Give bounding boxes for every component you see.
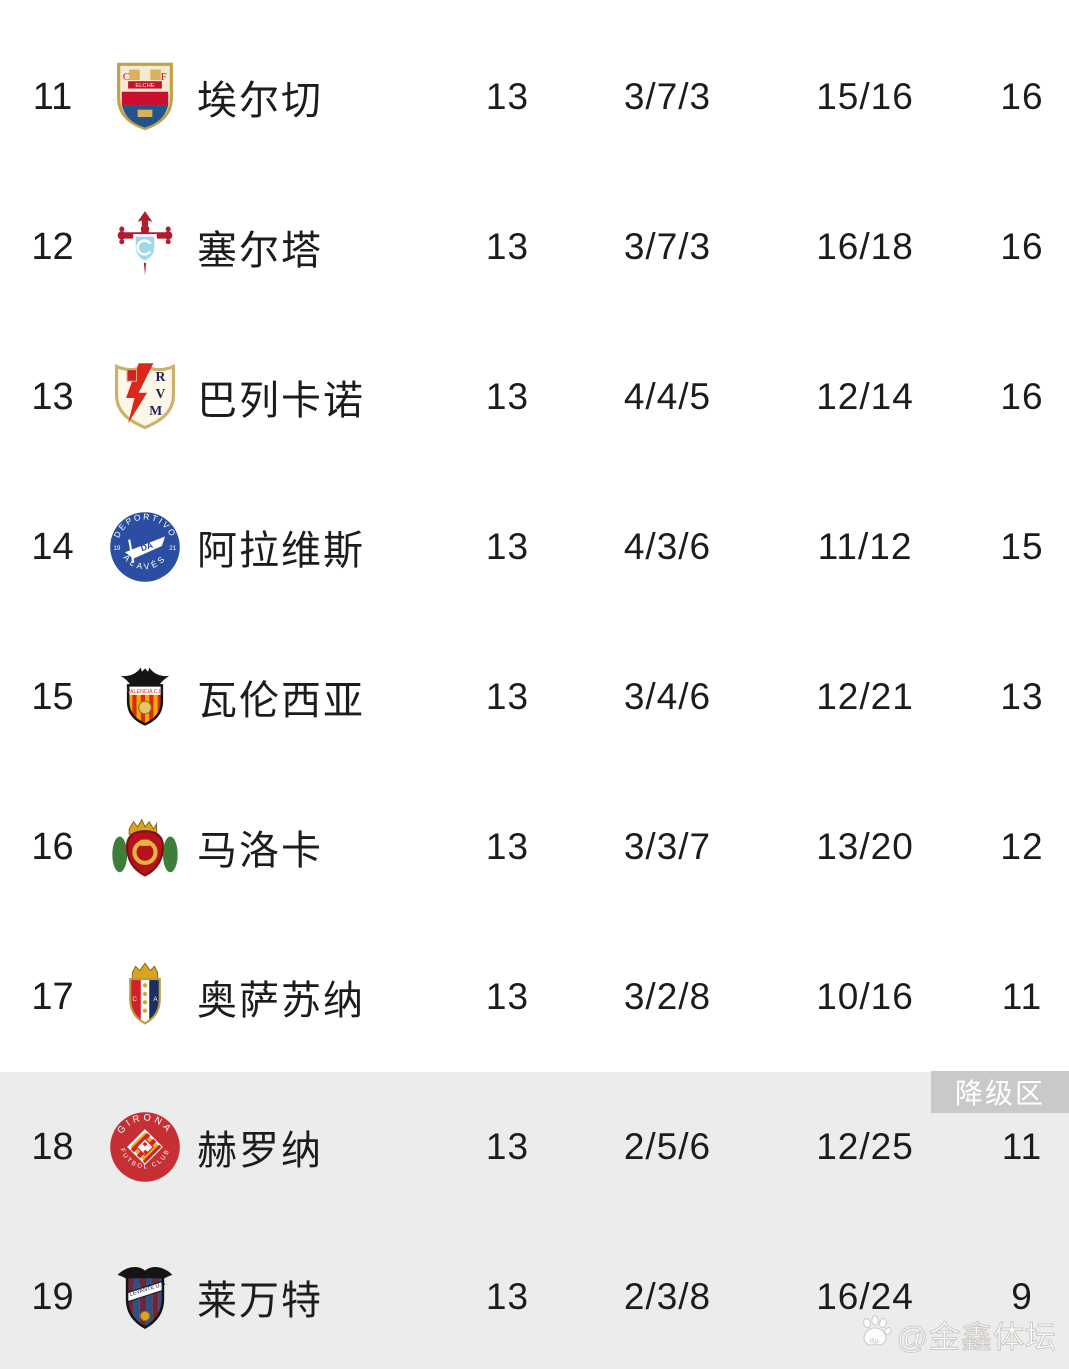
goals-cell: 10/16 [816, 976, 914, 1017]
played-cell: 13 [485, 1276, 530, 1317]
wdl-cell: 3/7/3 [623, 76, 712, 117]
table-row[interactable]: 11 C F ELCHE 埃尔切 13 3/7/3 15/16 16 [0, 22, 1069, 172]
table-row[interactable]: 19 LEVANTE U.D. 莱万特 13 2/3/8 16/24 9 [0, 1222, 1069, 1369]
svg-text:A: A [153, 996, 158, 1003]
rank-cell: 12 [31, 225, 74, 268]
svg-text:F: F [161, 72, 167, 83]
svg-text:du: du [870, 1338, 880, 1345]
team-crest: R V M [105, 358, 185, 436]
team-crest [105, 808, 185, 886]
wdl-cell: 4/3/6 [623, 526, 712, 567]
points-cell: 9 [1011, 1276, 1033, 1317]
rank-cell: 11 [32, 75, 73, 118]
wdl-cell: 3/4/6 [623, 676, 712, 717]
table-row[interactable]: 12 塞尔塔 13 3/7/3 16/18 16 [0, 172, 1069, 322]
played-cell: 13 [485, 226, 530, 267]
team-crest: VALENCIA C.F. [105, 658, 185, 736]
svg-text:19: 19 [113, 545, 121, 552]
points-cell: 15 [1000, 526, 1044, 567]
watermark: du @金鑫体坛 [857, 1312, 1057, 1357]
svg-text:21: 21 [169, 545, 177, 552]
team-name: 埃尔切 [197, 79, 323, 123]
team-name: 巴列卡诺 [197, 379, 365, 423]
wdl-cell: 2/3/8 [623, 1276, 712, 1317]
goals-cell: 11/12 [817, 526, 913, 567]
team-crest: GIRONA FUTBOL CLUB [105, 1108, 185, 1186]
goals-cell: 12/14 [816, 376, 914, 417]
svg-text:C: C [132, 996, 137, 1003]
baidu-paw-icon: du [857, 1313, 893, 1357]
played-cell: 13 [485, 76, 530, 117]
relegation-zone-badge: 降级区 [930, 1071, 1069, 1113]
team-crest: LEVANTE U.D. [105, 1258, 185, 1336]
team-name: 马洛卡 [197, 829, 323, 873]
rank-cell: 17 [31, 975, 74, 1018]
played-cell: 13 [485, 376, 530, 417]
table-row[interactable]: 13 R V M 巴列卡诺 13 4/4/5 12/14 16 [0, 322, 1069, 472]
table-row[interactable]: 14 DEPORTIVO ALAVÉS 19 21 DA 阿拉维斯 13 4/3… [0, 472, 1069, 622]
team-name: 奥萨苏纳 [197, 979, 365, 1023]
svg-text:R: R [156, 369, 166, 384]
team-crest: C F ELCHE [105, 58, 185, 136]
points-cell: 16 [1000, 226, 1044, 267]
team-name: 塞尔塔 [197, 229, 323, 273]
table-row[interactable]: 16 马洛卡 13 3/3/7 13/20 12 [0, 772, 1069, 922]
svg-text:ELCHE: ELCHE [135, 83, 154, 89]
svg-text:VALENCIA C.F.: VALENCIA C.F. [127, 689, 163, 695]
played-cell: 13 [485, 676, 530, 717]
svg-text:DA: DA [139, 540, 154, 553]
svg-text:V: V [156, 386, 166, 401]
svg-text:C: C [123, 72, 130, 83]
team-crest: C A [105, 958, 185, 1036]
watermark-text: @金鑫体坛 [896, 1320, 1057, 1356]
wdl-cell: 4/4/5 [623, 376, 712, 417]
rank-cell: 13 [31, 375, 74, 418]
points-cell: 16 [1000, 376, 1044, 417]
team-name: 赫罗纳 [197, 1129, 323, 1173]
wdl-cell: 3/3/7 [623, 826, 712, 867]
played-cell: 13 [485, 826, 530, 867]
goals-cell: 16/24 [816, 1276, 914, 1317]
team-name: 莱万特 [197, 1279, 323, 1323]
played-cell: 13 [485, 976, 530, 1017]
team-name: 阿拉维斯 [197, 529, 365, 573]
team-name: 瓦伦西亚 [197, 679, 365, 723]
rank-cell: 16 [31, 825, 74, 868]
points-cell: 16 [1000, 76, 1044, 117]
wdl-cell: 2/5/6 [623, 1126, 712, 1167]
points-cell: 11 [1001, 1126, 1043, 1167]
rank-cell: 19 [31, 1275, 74, 1318]
goals-cell: 16/18 [816, 226, 914, 267]
rank-cell: 18 [31, 1125, 74, 1168]
rank-cell: 15 [31, 675, 74, 718]
svg-text:M: M [149, 403, 162, 418]
points-cell: 12 [1000, 826, 1044, 867]
played-cell: 13 [485, 1126, 530, 1167]
team-crest [105, 208, 185, 286]
points-cell: 11 [1001, 976, 1043, 1017]
goals-cell: 13/20 [816, 826, 914, 867]
goals-cell: 12/25 [816, 1126, 914, 1167]
goals-cell: 15/16 [816, 76, 914, 117]
wdl-cell: 3/7/3 [623, 226, 712, 267]
wdl-cell: 3/2/8 [623, 976, 712, 1017]
goals-cell: 12/21 [816, 676, 914, 717]
played-cell: 13 [485, 526, 530, 567]
points-cell: 13 [1000, 676, 1044, 717]
table-row[interactable]: 18 GIRONA FUTBOL CLUB 赫罗纳 13 2/5/6 12/25… [0, 1072, 1069, 1222]
team-crest: DEPORTIVO ALAVÉS 19 21 DA [105, 508, 185, 586]
rank-cell: 14 [31, 525, 74, 568]
table-row[interactable]: 15 VALENCIA C.F. 瓦伦西亚 13 3/4/6 12/21 13 [0, 622, 1069, 772]
table-row[interactable]: 17 C A 奥萨苏纳 13 3/2/8 10/16 11 [0, 922, 1069, 1072]
